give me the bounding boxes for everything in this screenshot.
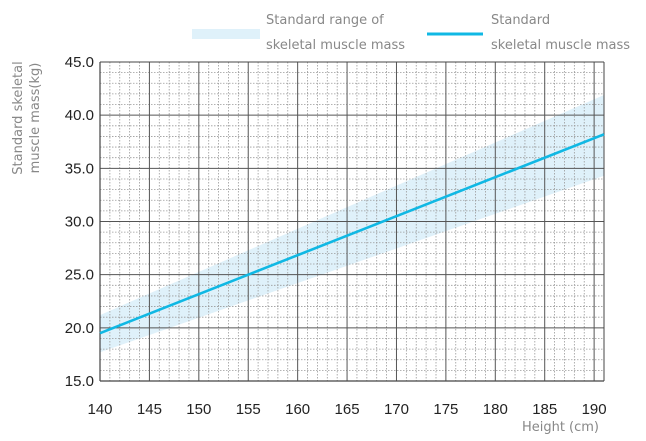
- legend-band-label-line2: skeletal muscle mass: [266, 38, 405, 53]
- legend-line-label-line2: skeletal muscle mass: [491, 38, 630, 53]
- x-tick-label: 145: [137, 401, 162, 418]
- y-tick-label: 30.0: [65, 214, 94, 231]
- legend: Standard range of skeletal muscle mass S…: [192, 13, 630, 53]
- y-tick-label: 25.0: [65, 267, 94, 284]
- y-axis-title-line1: Standard skeletal: [11, 61, 26, 174]
- legend-band-label-line1: Standard range of: [266, 13, 384, 28]
- x-tick-label: 165: [335, 401, 360, 418]
- x-tick-label: 160: [285, 401, 310, 418]
- standard-mass-line: [99, 133, 605, 335]
- x-tick-label: 190: [582, 401, 607, 418]
- y-tick-label: 15.0: [65, 373, 94, 390]
- y-tick-label: 35.0: [65, 160, 94, 177]
- standard-range-band: [100, 94, 604, 353]
- x-tick-label: 140: [87, 401, 112, 418]
- x-tick-label: 180: [483, 401, 508, 418]
- x-tick-label: 150: [186, 401, 211, 418]
- y-tick-label: 20.0: [65, 320, 94, 337]
- x-axis-title: Height (cm): [522, 420, 599, 435]
- y-axis-title-line2: muscle mass(kg): [28, 63, 43, 174]
- y-tick-label: 40.0: [65, 107, 94, 124]
- x-tick-label: 170: [384, 401, 409, 418]
- legend-line-label-line1: Standard: [491, 13, 550, 28]
- x-tick-label: 185: [532, 401, 557, 418]
- x-tick-label: 175: [433, 401, 458, 418]
- x-tick-label: 155: [236, 401, 261, 418]
- y-tick-label: 45.0: [65, 54, 94, 71]
- legend-band-swatch: [192, 29, 260, 39]
- plot-area: 140 145 150 155 160 165 170 175 180 185 190 15.0 20.…: [65, 54, 607, 418]
